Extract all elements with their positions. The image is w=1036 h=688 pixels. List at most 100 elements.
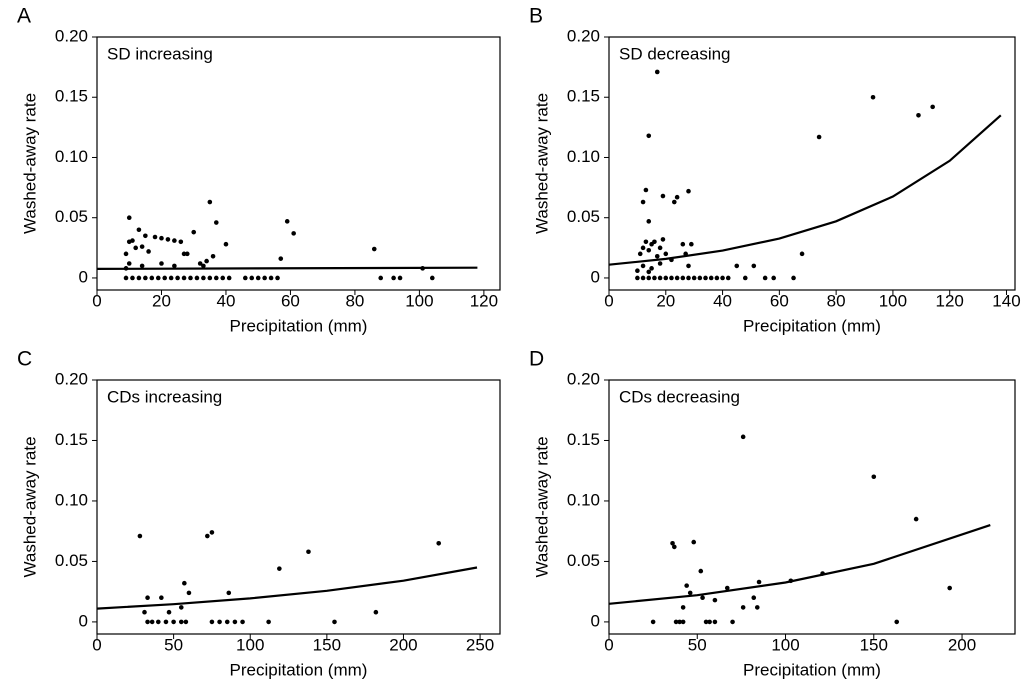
data-point xyxy=(149,275,155,281)
data-point xyxy=(670,540,675,546)
x-tick-label: 20 xyxy=(152,291,171,310)
data-point xyxy=(646,269,652,275)
data-point xyxy=(126,261,132,266)
x-tick-label: 40 xyxy=(713,291,732,310)
data-point xyxy=(181,251,187,257)
y-tick-label: 0.05 xyxy=(567,207,600,226)
data-point xyxy=(712,597,718,603)
data-point xyxy=(378,275,384,281)
data-point xyxy=(188,275,193,281)
y-tick-label: 0.15 xyxy=(55,87,88,106)
data-point xyxy=(178,605,184,610)
data-point xyxy=(660,193,666,199)
data-point xyxy=(720,275,725,281)
data-point xyxy=(654,69,660,75)
data-point xyxy=(640,275,646,281)
plot-frame xyxy=(96,36,501,291)
y-tick-label: 0 xyxy=(591,611,600,630)
data-point xyxy=(209,619,215,625)
data-point xyxy=(916,113,921,118)
data-point xyxy=(669,275,674,281)
data-point xyxy=(649,266,654,271)
data-point xyxy=(163,619,169,625)
data-point xyxy=(689,241,694,247)
data-point xyxy=(262,275,267,281)
data-point xyxy=(663,251,669,257)
data-point xyxy=(240,619,245,625)
data-point xyxy=(226,590,232,596)
data-point xyxy=(816,134,822,140)
data-point xyxy=(686,188,691,194)
data-point xyxy=(697,275,703,281)
data-point xyxy=(175,275,180,281)
data-point xyxy=(152,234,158,240)
data-point xyxy=(284,219,290,224)
y-tick-label: 0 xyxy=(79,267,88,286)
x-tick-label: 250 xyxy=(466,635,494,654)
x-tick-label: 40 xyxy=(216,291,235,310)
plot-frame xyxy=(608,36,1016,291)
data-point xyxy=(703,619,709,625)
data-point xyxy=(646,247,652,253)
data-point xyxy=(209,530,215,535)
y-tick-label: 0.20 xyxy=(567,26,600,45)
data-point xyxy=(126,215,132,221)
data-point xyxy=(168,275,174,281)
y-axis-label: Washed-away rate xyxy=(20,93,39,234)
data-point xyxy=(278,256,284,261)
data-point xyxy=(707,619,712,625)
data-point xyxy=(139,263,145,269)
data-point xyxy=(162,275,168,281)
y-axis-label: Washed-away rate xyxy=(532,436,551,577)
x-tick-label: 0 xyxy=(604,291,613,310)
data-point xyxy=(332,619,337,625)
y-tick-label: 0.20 xyxy=(55,369,88,388)
y-tick-label: 0.05 xyxy=(567,551,600,570)
data-point xyxy=(751,263,757,269)
data-point xyxy=(673,619,679,625)
y-tick-label: 0.05 xyxy=(55,207,88,226)
data-point xyxy=(249,275,255,281)
data-point xyxy=(687,590,693,596)
data-point xyxy=(643,187,649,193)
data-point xyxy=(724,585,730,591)
x-tick-label: 80 xyxy=(345,291,364,310)
x-tick-label: 200 xyxy=(948,635,976,654)
data-point xyxy=(799,251,805,257)
data-point xyxy=(201,275,206,281)
data-point xyxy=(650,619,656,625)
y-tick-label: 0.05 xyxy=(55,551,88,570)
data-point xyxy=(197,261,203,266)
data-point xyxy=(172,263,177,269)
data-point xyxy=(640,263,646,269)
data-point xyxy=(182,580,187,586)
data-point xyxy=(371,246,377,252)
data-point xyxy=(674,194,680,200)
data-point xyxy=(677,619,682,625)
panel-annotation: SD increasing xyxy=(107,44,213,63)
plot-frame xyxy=(608,379,1016,635)
data-point xyxy=(680,241,686,247)
x-tick-label: 60 xyxy=(281,291,300,310)
data-point xyxy=(224,619,230,625)
panel-letter: A xyxy=(17,5,31,28)
data-point xyxy=(133,245,138,251)
x-tick-label: 50 xyxy=(688,635,707,654)
data-point xyxy=(756,579,762,585)
data-point xyxy=(646,133,652,139)
data-point xyxy=(657,245,663,251)
data-point xyxy=(708,275,714,281)
fit-curve xyxy=(96,266,478,270)
data-point xyxy=(155,619,161,625)
data-point xyxy=(171,619,176,625)
x-tick-label: 100 xyxy=(879,291,907,310)
panel-annotation: CDs increasing xyxy=(107,387,222,406)
data-point xyxy=(159,235,164,241)
data-point xyxy=(136,275,142,281)
data-point xyxy=(255,275,261,281)
x-tick-label: 200 xyxy=(389,635,417,654)
x-tick-label: 60 xyxy=(770,291,789,310)
data-point xyxy=(734,263,740,269)
x-tick-label: 120 xyxy=(470,291,498,310)
data-point xyxy=(684,583,689,588)
